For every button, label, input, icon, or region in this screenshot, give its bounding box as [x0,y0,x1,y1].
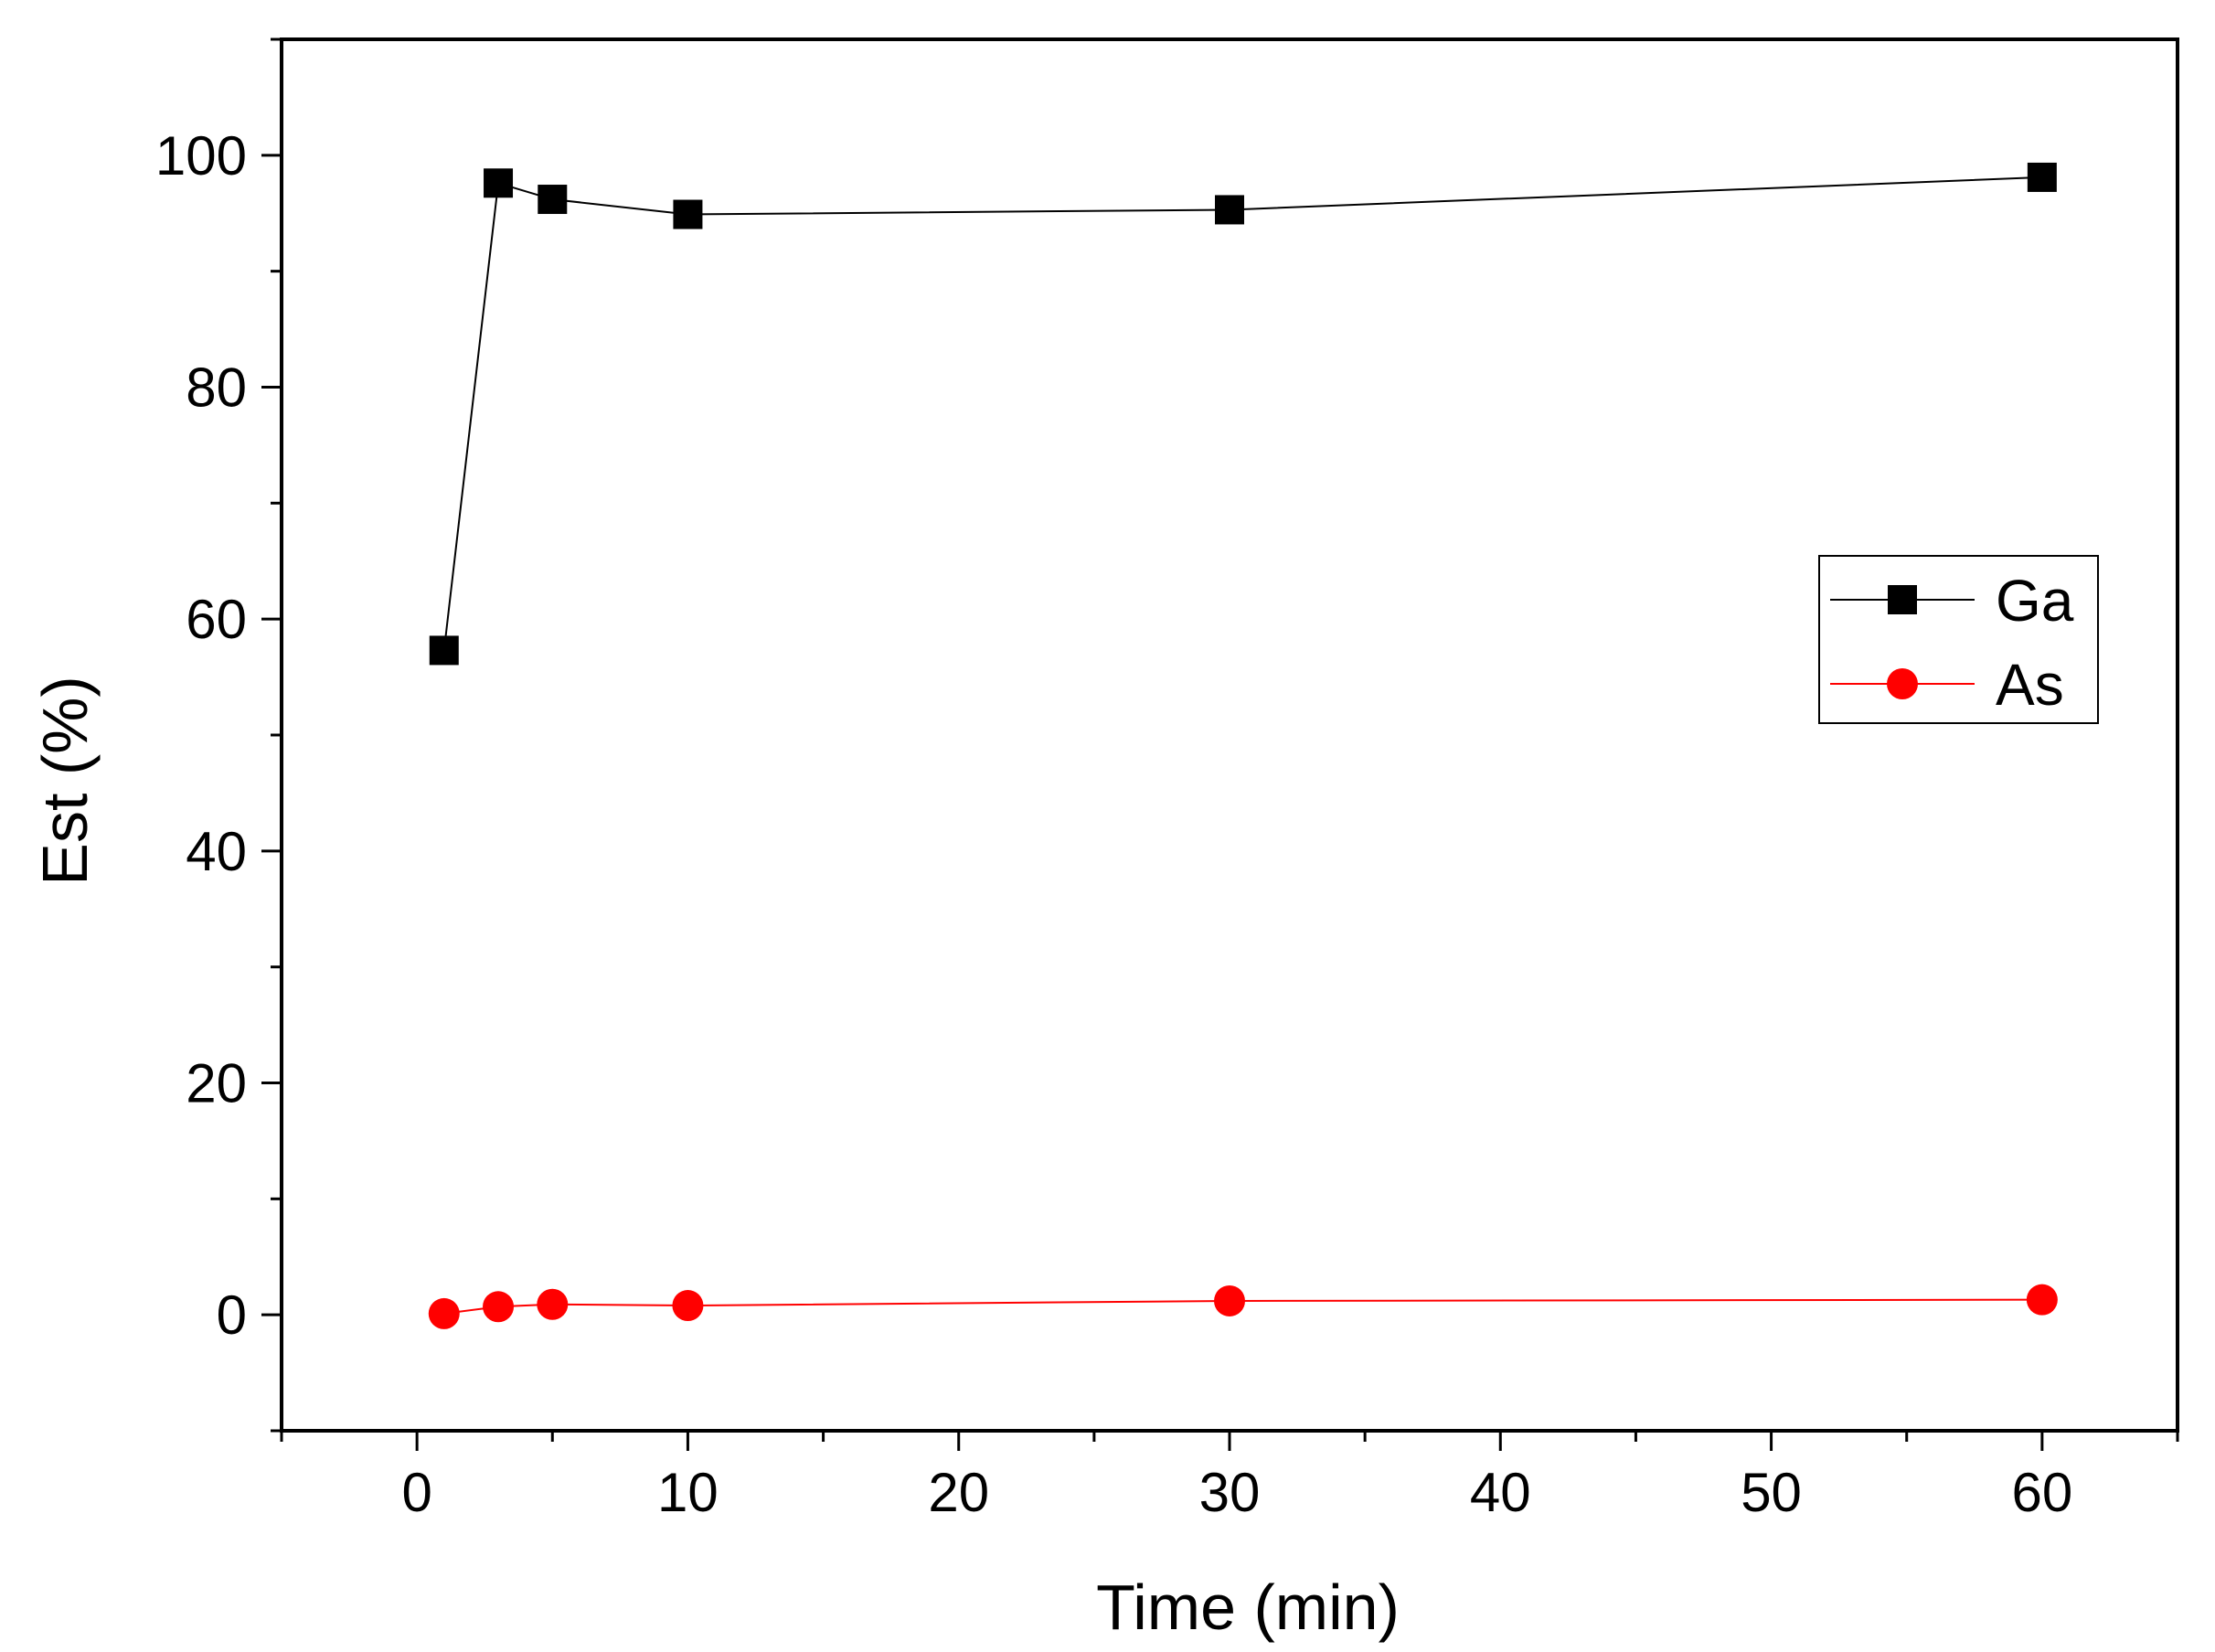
x-axis: 0 10 20 30 40 50 60 [280,1431,2179,1523]
y-tick-label: 100 [155,125,247,187]
x-axis-title: Time (min) [1096,1572,1400,1643]
data-point-as [2026,1284,2058,1316]
data-point-ga [429,635,459,666]
data-point-as [1214,1284,1245,1316]
x-tick-label: 20 [928,1462,989,1523]
legend-label-as: As [1996,652,2064,718]
series-layer [428,162,2058,1329]
x-tick-label: 30 [1199,1462,1261,1523]
legend-marker-ga [1888,585,1917,614]
x-tick-label: 60 [2011,1462,2072,1523]
y-axis: 0 20 40 60 80 100 [155,37,282,1433]
data-point-ga [484,168,514,198]
data-point-as [537,1288,569,1320]
data-point-ga [538,185,568,215]
y-tick-label: 20 [186,1053,247,1114]
data-point-as [672,1290,704,1322]
data-point-ga [2027,162,2057,192]
plot-frame [280,37,2179,1433]
x-tick-label: 0 [401,1462,431,1523]
data-point-as [428,1297,460,1329]
legend-box [1818,555,2099,724]
y-tick-label: 60 [186,589,247,650]
y-tick-label: 80 [186,357,247,419]
data-point-as [483,1291,515,1323]
x-tick-label: 40 [1470,1462,1531,1523]
x-tick-label: 50 [1741,1462,1802,1523]
x-tick-label: 10 [657,1462,719,1523]
legend: Ga As [1818,555,2099,724]
series-line-ga [442,176,2042,651]
legend-label-ga: Ga [1996,568,2074,634]
legend-marker-as [1887,668,1918,699]
data-point-ga [1215,195,1244,225]
y-axis-title: Est (%) [29,676,101,885]
y-tick-label: 0 [217,1284,247,1346]
y-tick-label: 40 [186,821,247,882]
data-point-ga [673,199,703,229]
